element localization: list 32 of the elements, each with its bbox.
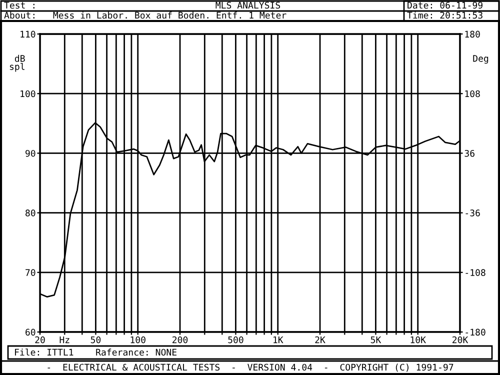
y-tick-label: 60 — [26, 328, 36, 336]
x-tick-label: 1K — [274, 336, 284, 344]
text: File: ITTL1 Raferance: NONE — [15, 348, 176, 356]
text: Date: 06-11-99 — [408, 2, 482, 9]
x-tick-label: 10K — [410, 336, 426, 344]
y-tick-label: 80 — [26, 210, 36, 216]
y2-tick-label: 36 — [464, 150, 474, 157]
y-tick-label: 90 — [26, 150, 36, 157]
y2-tick-label: -108 — [466, 269, 486, 276]
x-tick-label: 50 — [90, 336, 101, 344]
x-tick-label: 2K — [315, 336, 326, 344]
x-tick-label: 200 — [172, 336, 188, 344]
x-tick-label: 100 — [130, 336, 146, 344]
x-tick-label: 20K — [452, 336, 468, 344]
y-tick-label: 70 — [26, 269, 36, 276]
y-tick-label: 110 — [20, 30, 36, 38]
y2-axis-title: Deg — [473, 55, 488, 64]
chart-title: MLS ANALYSIS — [216, 2, 280, 9]
x-tick-label: 500 — [228, 336, 244, 344]
x-tick-label: 20 — [35, 336, 45, 344]
x-tick-label: 5K — [370, 336, 382, 344]
y2-tick-label: -36 — [466, 210, 480, 216]
text: About: Mess in Labor. Box auf Boden. Entf. 1 Meter — [4, 12, 286, 19]
y2-tick-label: -180 — [466, 328, 486, 336]
x-tick-label: Hz — [60, 336, 70, 344]
y-axis-title: dB spl — [10, 54, 25, 72]
text: Time: 20:51:53 — [407, 12, 482, 19]
y-tick-label: 100 — [20, 90, 36, 98]
text: Test : — [4, 2, 34, 9]
y2-tick-label: 180 — [465, 30, 480, 38]
text: - ELECTRICAL & ACOUSTICAL TESTS - VERSION 4.04 - COPYRIGHT (C) 1991-97 — [48, 364, 454, 372]
y2-tick-label: 108 — [465, 90, 480, 98]
